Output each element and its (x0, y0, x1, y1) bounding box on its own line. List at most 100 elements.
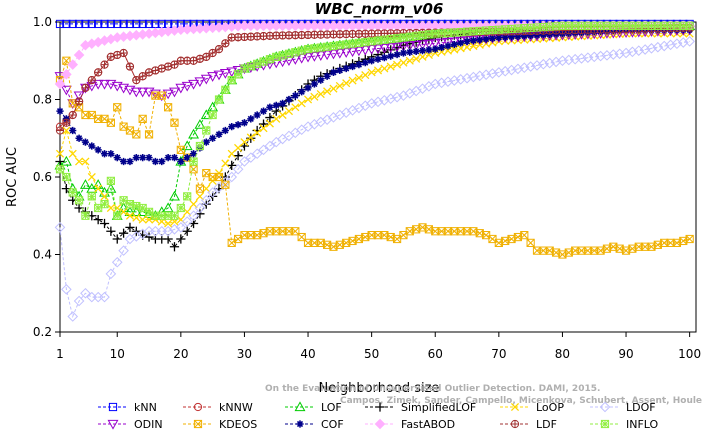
legend-label-loop: LoOP (536, 401, 564, 414)
point-knn-11 (125, 19, 135, 29)
point-ldof-73 (518, 62, 530, 74)
point-ldof-24 (207, 187, 218, 198)
legend-marker-odin (107, 419, 119, 430)
point-kdeos-55 (405, 227, 414, 236)
point-fastabod-3 (73, 49, 85, 61)
point-inflo-59 (431, 29, 440, 38)
point-loop-47 (354, 73, 363, 82)
point-loop-33 (265, 119, 274, 128)
point-inflo-86 (603, 21, 611, 30)
point-ldf-4 (81, 84, 90, 92)
point-cof-15 (151, 157, 159, 166)
point-odin-13 (137, 87, 149, 98)
point-simplifiedlof-11 (125, 222, 135, 232)
point-simplifiedlof-8 (106, 226, 116, 236)
point-cof-54 (399, 49, 408, 57)
point-odin-57 (417, 40, 428, 51)
point-ldof-73 (518, 62, 530, 74)
point-cof-10 (120, 157, 128, 166)
point-ldof-94 (652, 41, 664, 53)
point-loop-50 (373, 66, 383, 75)
point-odin-47 (353, 46, 365, 57)
point-odin-8 (105, 79, 117, 90)
point-cof-8 (107, 150, 115, 158)
point-cof-20 (183, 154, 191, 162)
point-fastabod-0 (54, 78, 66, 90)
point-fastabod-0 (54, 78, 66, 90)
point-ldf-18 (170, 61, 179, 69)
point-loop-52 (386, 62, 395, 71)
legend-marker-loop (510, 402, 520, 412)
point-cof-25 (215, 130, 223, 138)
point-inflo-83 (583, 21, 592, 30)
point-odin-43 (328, 49, 339, 60)
point-loop-63 (456, 44, 465, 53)
point-lof-20 (181, 140, 193, 151)
point-kdeos-78 (551, 248, 561, 257)
point-cof-36 (285, 95, 293, 104)
legend-item-fastabod: FastABOD (365, 418, 455, 431)
point-ldof-71 (506, 64, 517, 76)
point-cof-40 (310, 80, 318, 88)
point-loop-1 (62, 126, 71, 135)
point-ldof-53 (391, 91, 403, 103)
point-kdeos-13 (138, 114, 147, 123)
point-inflo-12 (132, 202, 141, 211)
legend-label-knn: kNN (134, 401, 157, 414)
legend-item-knn: kNN (98, 401, 157, 414)
point-ldof-1 (61, 284, 72, 295)
point-simplifiedlof-0 (55, 156, 65, 167)
point-kdeos-60 (437, 227, 446, 236)
point-inflo-84 (590, 21, 599, 30)
point-cof-13 (139, 154, 147, 162)
point-ldof-30 (245, 152, 257, 163)
point-simplifiedlof-14 (144, 232, 154, 242)
point-cof-51 (380, 54, 388, 62)
point-loop-49 (367, 68, 376, 77)
point-inflo-30 (246, 62, 255, 71)
point-cof-66 (476, 36, 484, 44)
point-cof-28 (234, 121, 242, 129)
legend-label-knnw: kNNW (219, 401, 253, 414)
point-loop-53 (393, 60, 402, 69)
point-ldof-49 (366, 98, 377, 109)
point-inflo-9 (113, 211, 122, 220)
point-kdeos-75 (532, 246, 542, 255)
point-ldof-89 (620, 47, 632, 59)
point-odin-43 (328, 49, 339, 60)
point-odin-61 (442, 38, 454, 48)
point-inflo-26 (221, 85, 230, 94)
point-ldof-90 (627, 46, 638, 58)
point-ldf-25 (214, 45, 224, 54)
point-odin-45 (340, 48, 352, 58)
point-odin-40 (308, 52, 320, 62)
point-kdeos-25 (214, 172, 224, 182)
point-ldof-59 (429, 78, 441, 90)
point-ldof-52 (385, 93, 397, 105)
point-ldf-24 (208, 48, 217, 58)
point-loop-17 (164, 219, 173, 228)
legend-label-simplifiedlof: SimplifiedLOF (401, 401, 476, 414)
point-inflo-11 (126, 200, 134, 209)
point-ldof-95 (658, 40, 670, 52)
point-ldf-16 (158, 64, 166, 73)
point-ldof-96 (665, 39, 676, 51)
point-ldof-75 (531, 60, 543, 71)
point-ldf-14 (145, 68, 153, 76)
point-odin-60 (436, 38, 448, 49)
point-cof-19 (177, 157, 185, 166)
point-simplifiedlof-20 (182, 226, 192, 236)
point-kdeos-74 (526, 238, 535, 247)
point-inflo-16 (157, 211, 166, 220)
point-ldof-92 (639, 44, 651, 55)
point-kdeos-45 (342, 238, 351, 247)
point-simplifiedlof-20 (182, 226, 192, 236)
point-loop-3 (75, 157, 84, 166)
point-inflo-51 (380, 35, 389, 44)
point-cof-52 (387, 52, 395, 60)
point-odin-7 (99, 79, 110, 90)
point-kdeos-4 (81, 110, 90, 120)
point-ldf-5 (87, 76, 96, 85)
point-inflo-46 (348, 39, 357, 48)
point-loop-38 (297, 99, 306, 108)
